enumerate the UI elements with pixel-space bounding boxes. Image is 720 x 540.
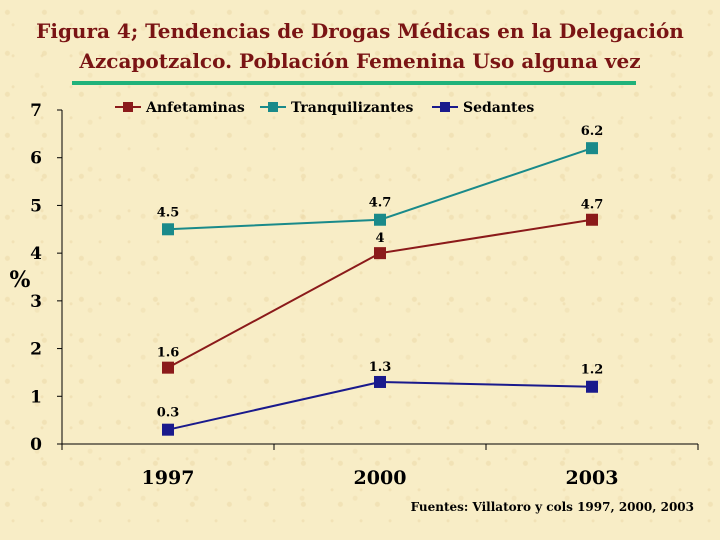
legend-label: Anfetaminas [145,100,245,116]
legend-label: Sedantes [463,100,534,116]
series-tranquilizantes: 4.5 4.7 6.2 [157,124,604,236]
data-point [586,380,598,393]
data-point [374,247,386,260]
x-tick-label: 2000 [354,467,407,489]
y-tick-label: 0 [30,435,42,455]
data-label: 4.7 [369,196,392,211]
legend-marker [123,102,133,112]
data-label: 1.2 [581,363,604,378]
title-line-2: Azcapotzalco. Población Femenina Uso alg… [79,49,641,73]
data-point [586,213,598,226]
data-point [162,223,174,236]
series-line [167,380,593,431]
data-point [374,375,386,388]
data-point [162,423,174,436]
y-tick-label: 4 [30,244,42,264]
chart-axes: 0 1 2 3 4 5 6 7 1997 2000 2003% [10,101,699,489]
data-label: 1.6 [157,346,180,361]
y-axis-label: % [10,267,31,293]
data-label: 4 [375,231,384,246]
y-tick-label: 1 [30,387,42,407]
series-sedantes: 0.3 1.3 1.2 [157,360,604,436]
legend-marker [268,102,278,112]
data-point [162,361,174,374]
title-underline [72,81,636,85]
data-point [586,142,598,155]
data-label: 4.7 [581,198,604,213]
data-label: 0.3 [157,406,180,421]
y-tick-label: 5 [30,196,42,216]
y-tick-label: 6 [30,149,42,169]
y-tick-label: 3 [30,292,42,312]
x-tick-label: 2003 [566,467,619,489]
data-point [374,213,386,226]
data-label: 1.3 [369,360,392,375]
series-anfetaminas: 1.6 4 4.7 [157,198,604,374]
x-tick-label: 1997 [142,467,195,489]
y-tick-label: 2 [30,340,42,360]
legend-marker [440,102,450,112]
chart-title: Figura 4; Tendencias de Drogas Médicas e… [0,16,720,76]
data-label: 4.5 [157,205,180,220]
y-tick-label: 7 [30,101,42,121]
title-line-1: Figura 4; Tendencias de Drogas Médicas e… [36,19,684,43]
chart-series: 1.6 4 4.7 4.5 4.7 6.2 0.3 1.3 1.2 [157,124,604,436]
chart-legend: Anfetaminas Tranquilizantes Sedantes [115,100,534,116]
source-note: Fuentes: Villatoro y cols 1997, 2000, 20… [410,500,694,514]
data-label: 6.2 [581,124,604,139]
legend-label: Tranquilizantes [291,100,414,116]
